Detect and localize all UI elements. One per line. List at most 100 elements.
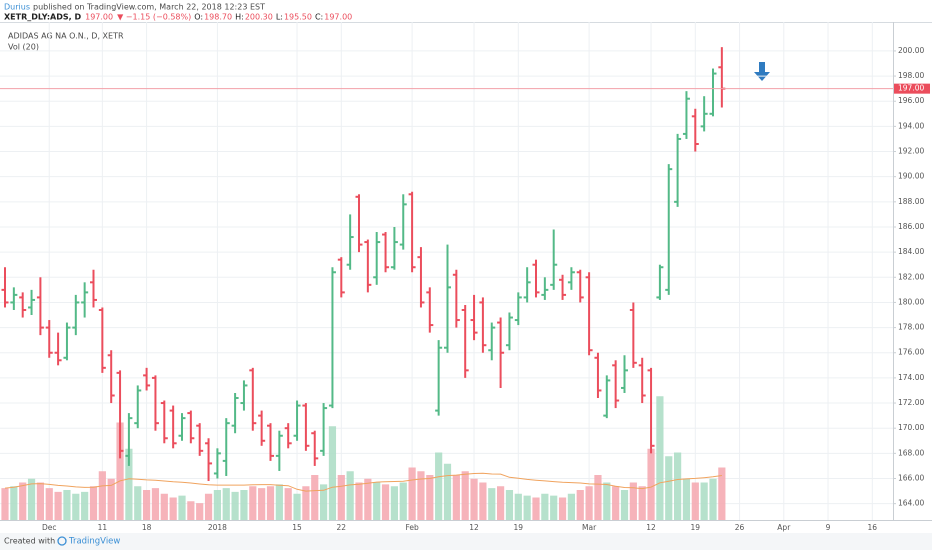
ohlc-label: L: — [276, 13, 283, 22]
volume-bar — [452, 475, 460, 520]
volume-bar — [107, 478, 115, 520]
volume-bar — [461, 471, 469, 520]
y-tick-label: 164.00 — [898, 499, 924, 508]
volume-bar — [27, 478, 36, 520]
volume-bar — [656, 396, 664, 520]
last-price: 197.00 — [85, 13, 113, 22]
volume-bar — [222, 488, 230, 520]
volume-bar — [470, 478, 478, 520]
footer-brand[interactable]: TradingView — [68, 537, 120, 547]
volume-bar — [647, 448, 655, 520]
volume-bar — [36, 482, 44, 520]
legend-volume: Vol (20) — [8, 43, 39, 52]
y-tick-label: 196.00 — [898, 96, 924, 105]
volume-bar — [266, 486, 275, 520]
legend-symbol: ADIDAS AG NA O.N., D, XETR — [8, 32, 124, 41]
ohlc-label: H: — [235, 13, 244, 22]
volume-bar — [204, 493, 213, 520]
volume-bar — [364, 478, 372, 520]
author[interactable]: Durius — [4, 3, 30, 12]
volume-bar — [638, 486, 646, 520]
volume-bar — [116, 422, 124, 520]
ohlc-value: 197.00 — [324, 13, 352, 22]
y-tick-label: 200.00 — [898, 46, 924, 55]
ohlc-label: O: — [194, 13, 203, 22]
volume-bar — [328, 426, 337, 520]
volume-bar — [213, 490, 221, 520]
last-price-box — [894, 83, 930, 94]
y-tick-label: 180.00 — [898, 297, 924, 306]
symbol-line: XETR_DLY:ADS, D 197.00 ▼ −1.15 (−0.58%) O: 1… — [4, 13, 352, 22]
volume-bar — [532, 497, 540, 520]
volume-bar — [98, 471, 106, 520]
y-tick-label: 194.00 — [898, 121, 924, 130]
volume-bar — [399, 482, 407, 520]
volume-bar — [143, 490, 151, 520]
x-tick-label: 26 — [735, 523, 745, 532]
volume-bar — [682, 478, 691, 520]
volume-ma — [4, 472, 722, 492]
volume-bar — [302, 486, 310, 520]
volume-bar — [620, 490, 629, 520]
volume-bar — [417, 471, 425, 520]
volume-bar — [505, 490, 514, 520]
volume-bar — [603, 482, 611, 520]
volume-bar — [45, 488, 53, 520]
volume-bar — [558, 497, 567, 520]
y-tick-label: 188.00 — [898, 197, 924, 206]
ohlc-value: 195.50 — [284, 13, 312, 22]
volume-bar — [355, 482, 363, 520]
volume-bar — [89, 486, 98, 520]
volume-bar — [541, 493, 549, 520]
x-tick-label: 9 — [826, 523, 831, 532]
volume-bar — [346, 471, 354, 520]
x-tick-label: 12 — [469, 523, 479, 532]
y-tick-label: 172.00 — [898, 398, 924, 407]
volume-bar — [169, 497, 177, 520]
y-tick-label: 166.00 — [898, 474, 924, 483]
volume-bar — [612, 486, 620, 520]
volume-bar — [514, 493, 522, 520]
volume-bar — [196, 503, 204, 520]
volume-bar — [151, 488, 160, 520]
volume-bar — [178, 495, 186, 520]
x-tick-label: Dec — [42, 523, 57, 532]
y-tick-label: 178.00 — [898, 323, 924, 332]
published: published on TradingView.com, March 22, … — [33, 3, 265, 12]
x-tick-label: Mar — [582, 523, 597, 532]
ohlc-label: C: — [315, 13, 323, 22]
volume-bar — [585, 486, 593, 520]
volume-bar — [125, 448, 133, 520]
volume-bar — [134, 486, 142, 520]
x-tick-label: 19 — [691, 523, 701, 532]
volume-bar — [691, 482, 699, 520]
change: ▼ −1.15 (−0.58%) — [117, 13, 191, 22]
volume-bar — [311, 475, 319, 520]
volume-bar — [629, 482, 637, 520]
volume-bar — [435, 452, 443, 520]
volume-bar — [426, 475, 434, 520]
volume-bar — [594, 475, 602, 520]
volume-bar — [63, 490, 71, 520]
volume-bar — [373, 482, 381, 520]
brand-logo — [57, 536, 67, 546]
volume-bar — [258, 488, 266, 520]
volume-bar — [576, 490, 584, 520]
volume-pane — [1, 396, 726, 520]
volume-bar — [160, 493, 168, 520]
y-tick-label: 174.00 — [898, 373, 924, 382]
volume-bar — [10, 486, 18, 520]
x-tick-label: 11 — [98, 523, 108, 532]
last-price-label: 197.00 — [898, 84, 924, 93]
y-tick-label: 170.00 — [898, 423, 924, 432]
x-tick-label: 18 — [142, 523, 152, 532]
y-tick-label: 168.00 — [898, 448, 924, 457]
x-tick-label: 12 — [646, 523, 656, 532]
symbol: XETR_DLY:ADS, D — [4, 13, 81, 22]
volume-bar — [665, 456, 673, 520]
volume-bar — [231, 491, 239, 520]
volume-bar — [275, 484, 283, 520]
y-tick-label: 198.00 — [898, 71, 924, 80]
